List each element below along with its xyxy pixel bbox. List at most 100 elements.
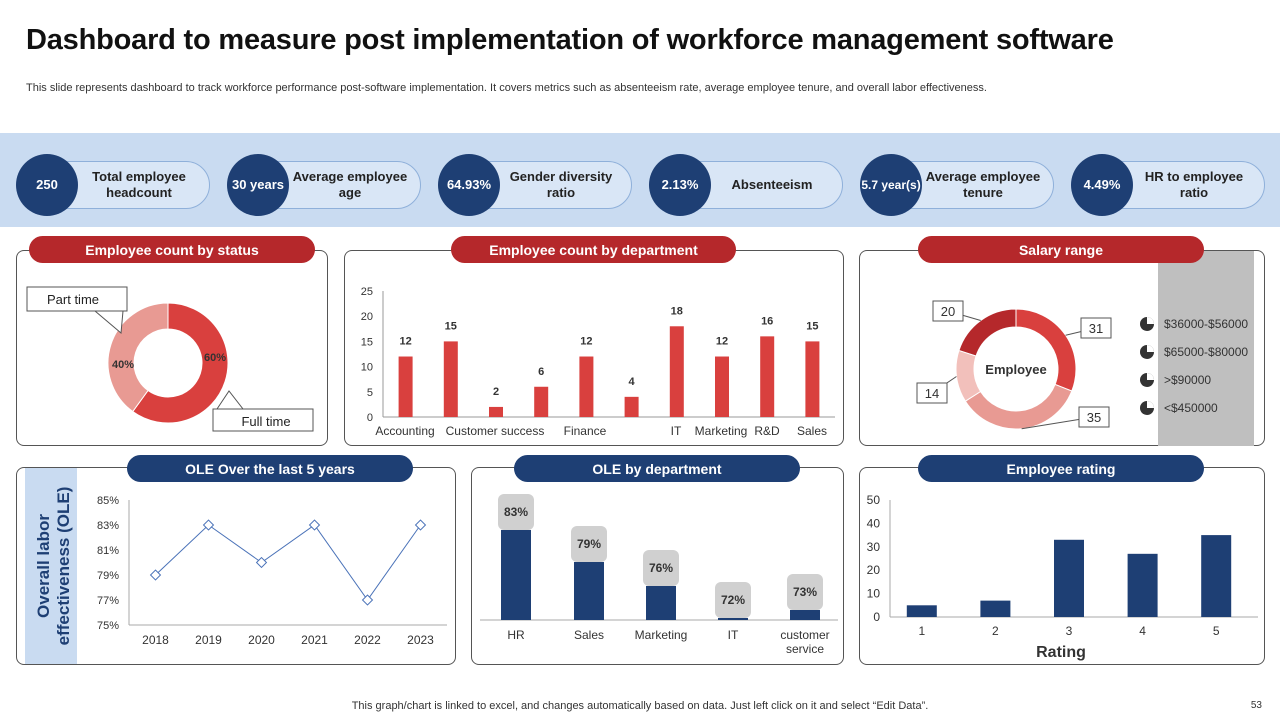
- x-tick-label: service: [786, 642, 824, 656]
- bar: [805, 341, 820, 417]
- y-tick-label: 0: [873, 610, 880, 624]
- status-donut-chart[interactable]: 60% 40% Part time Full time: [17, 251, 329, 447]
- data-point: [255, 556, 268, 569]
- page-number: 53: [1250, 700, 1262, 711]
- bar-value-label: 2: [493, 386, 499, 398]
- x-tick-label: customer: [780, 628, 829, 642]
- x-tick-label: Marketing: [635, 628, 688, 642]
- value-badge: [787, 574, 823, 610]
- x-tick-label: 2019: [195, 633, 222, 647]
- bar-value-label: 12: [399, 336, 411, 348]
- bar-value-label: 73%: [793, 585, 817, 599]
- bar-value-label: 4: [629, 376, 636, 388]
- bar-value-label: 16: [761, 315, 773, 327]
- legend-pie-icon-wedge: [1147, 401, 1154, 408]
- legend-pie-icon-wedge: [1147, 373, 1154, 380]
- bar: [579, 356, 594, 417]
- donut-slice: [964, 383, 1073, 430]
- y-tick-label: 50: [867, 493, 881, 507]
- bar: [980, 600, 1011, 617]
- y-tick-label: 85%: [97, 495, 119, 507]
- panel-title-salary: Salary range: [918, 236, 1204, 263]
- bar: [574, 562, 604, 620]
- bar-value-label: 12: [716, 336, 728, 348]
- legend-label: >$90000: [1164, 373, 1211, 387]
- page-title: Dashboard to measure post implementation…: [26, 24, 1114, 56]
- callout-box: [916, 382, 948, 404]
- data-point: [308, 519, 321, 531]
- x-tick-label: 2: [992, 624, 999, 638]
- bar-value-label: 76%: [649, 561, 673, 575]
- y-tick-label: 10: [361, 362, 373, 374]
- ole-department-bar-chart[interactable]: 83% HR 79% Sales 76% Marketing 72% IT 73% custome…: [472, 468, 845, 666]
- bar-value-label: 18: [671, 305, 683, 317]
- panel-title-department: Employee count by department: [451, 236, 736, 263]
- data-point: [149, 569, 162, 581]
- ole-ylabel: Overall laboreffectiveness (OLE): [34, 487, 73, 646]
- panel-title-ole-years: OLE Over the last 5 years: [127, 455, 413, 482]
- ylabel-band: [25, 468, 77, 664]
- bar: [1127, 553, 1158, 617]
- slice-value-label: 20: [941, 304, 955, 319]
- value-badge: [498, 494, 534, 530]
- bar: [669, 326, 684, 417]
- bar: [501, 530, 531, 620]
- x-tick-label: IT: [728, 628, 739, 642]
- bar: [1054, 539, 1084, 617]
- y-tick-label: 15: [361, 336, 373, 348]
- rating-bar-chart[interactable]: 0 10 20 30 40 50 1 2 3 4 5 Rating: [860, 468, 1266, 666]
- bar: [489, 406, 503, 417]
- kpi-value: 5.7 year(s): [860, 154, 922, 216]
- ole-line-chart[interactable]: Overall laboreffectiveness (OLE) 75% 77% 7…: [17, 468, 457, 666]
- legend-label: $65000-$80000: [1164, 345, 1248, 359]
- donut-slice: [1015, 308, 1077, 392]
- y-tick-label: 30: [867, 540, 881, 554]
- x-tick-label: R&D: [754, 424, 780, 438]
- donut-slice: [107, 302, 169, 413]
- slice-value-label: 31: [1089, 321, 1103, 336]
- callout-box: [1080, 317, 1112, 339]
- panel-title-ole-department: OLE by department: [514, 455, 800, 482]
- x-tick-label: 2018: [142, 633, 169, 647]
- x-tick-label: 2020: [248, 633, 275, 647]
- kpi-value: 64.93%: [438, 154, 500, 216]
- y-tick-label: 40: [867, 516, 881, 530]
- callout-pointer: [93, 310, 124, 335]
- legend-background: [1158, 244, 1254, 446]
- legend-pie-icon-wedge: [1147, 317, 1154, 324]
- panel-title-rating: Employee rating: [918, 455, 1204, 482]
- bar-value-label: 83%: [504, 505, 528, 519]
- panel-title-status: Employee count by status: [29, 236, 315, 263]
- x-tick-label: 5: [1213, 624, 1220, 638]
- x-tick-label: HR: [507, 628, 525, 642]
- bar: [398, 356, 413, 417]
- x-tick-label: 4: [1139, 624, 1146, 638]
- panel-ole-department: 83% HR 79% Sales 76% Marketing 72% IT 73% custome…: [471, 467, 844, 665]
- callout-box-part-time: [26, 286, 128, 312]
- label-part-time: Part time: [47, 292, 99, 307]
- callout-box: [932, 300, 964, 322]
- x-tick-label: Finance: [564, 424, 607, 438]
- bar-value-label: 15: [445, 320, 457, 332]
- bar: [646, 586, 676, 620]
- kpi-value: 30 years: [227, 154, 289, 216]
- x-tick-label: 2023: [407, 633, 434, 647]
- bar-value-label: 79%: [577, 537, 601, 551]
- y-tick-label: 20: [867, 563, 881, 577]
- series-line: [155, 524, 421, 601]
- data-point: [361, 594, 374, 606]
- value-badge: [715, 582, 751, 618]
- x-tick-label: 3: [1066, 624, 1073, 638]
- salary-donut-chart[interactable]: Employee 31 35 14 20 $36000-$56000 $65000-$800…: [860, 244, 1266, 447]
- bar: [624, 396, 639, 417]
- y-tick-label: 75%: [97, 620, 119, 632]
- donut-slice: [958, 308, 1017, 357]
- x-tick-label: Accounting: [375, 424, 434, 438]
- y-tick-label: 83%: [97, 520, 119, 532]
- department-bar-chart[interactable]: 0 5 10 15 20 25 12 15 2 6 12 4 18 12 16 15 Accounting Cus…: [345, 251, 845, 447]
- callout-pointer: [216, 390, 245, 410]
- x-tick-label: 1: [918, 624, 925, 638]
- panel-ole-years: Overall laboreffectiveness (OLE) 75% 77% 7…: [16, 467, 456, 665]
- panel-rating: 0 10 20 30 40 50 1 2 3 4 5 Rating: [859, 467, 1265, 665]
- y-tick-label: 0: [367, 412, 373, 424]
